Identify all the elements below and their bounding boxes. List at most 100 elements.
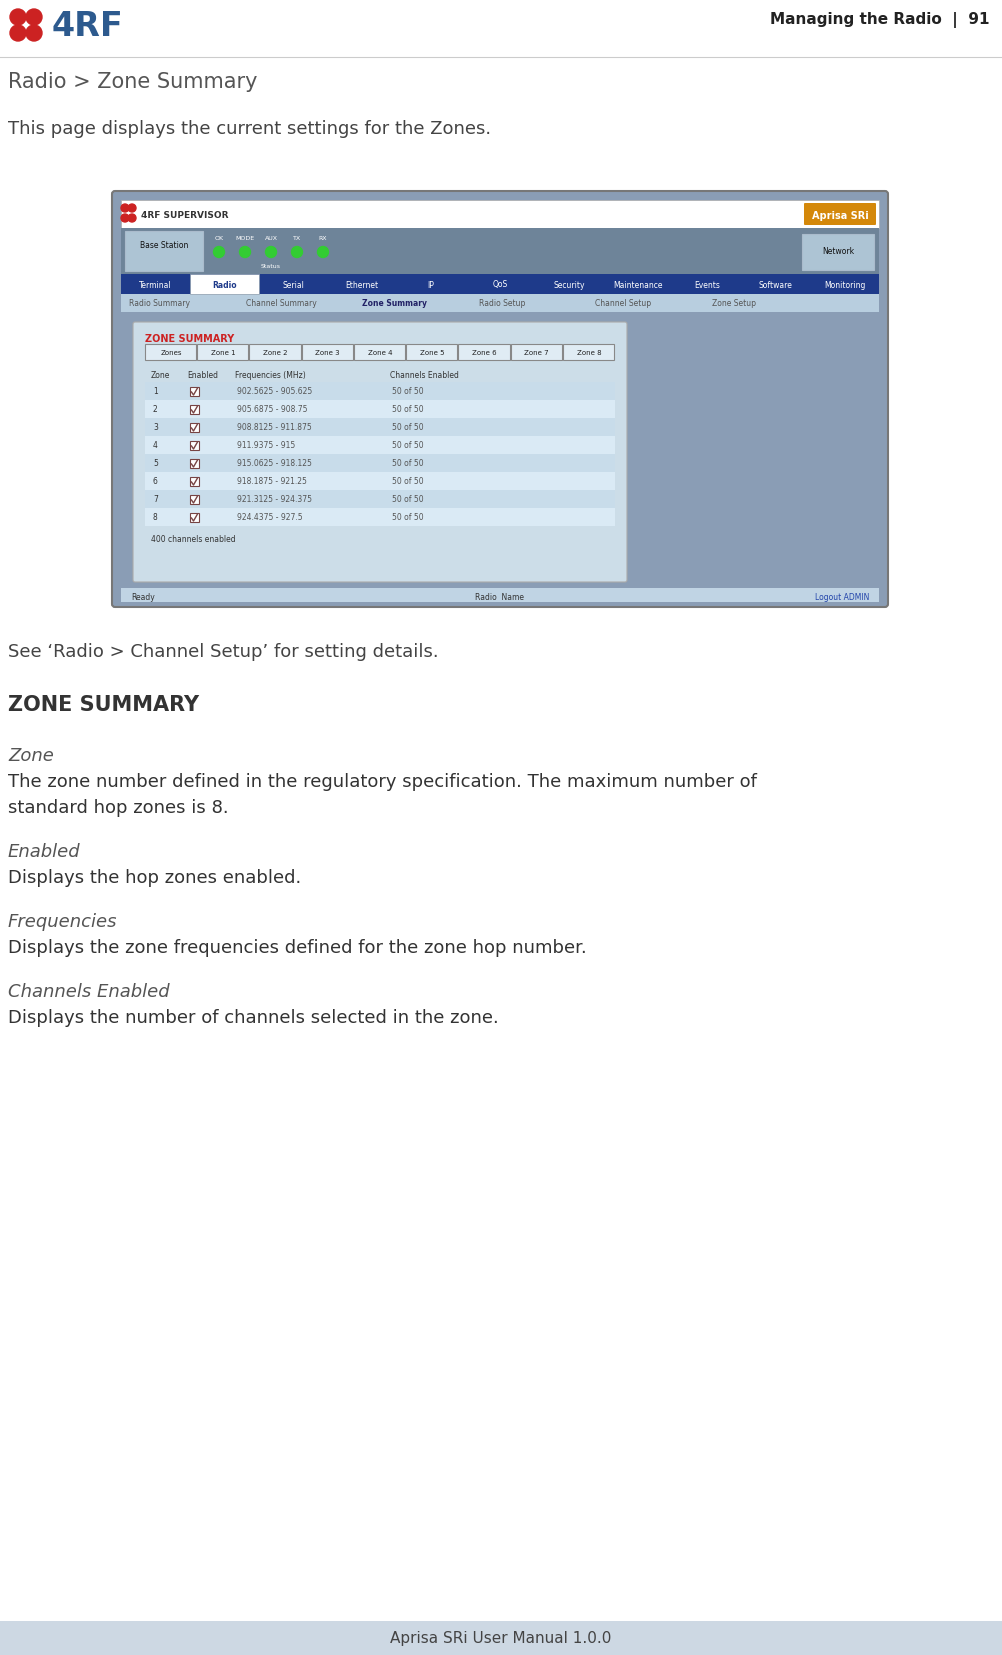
Circle shape xyxy=(266,247,277,258)
Circle shape xyxy=(128,205,136,213)
Bar xyxy=(145,344,196,361)
Text: 50 of 50: 50 of 50 xyxy=(392,442,424,450)
Bar xyxy=(121,295,879,313)
Text: 7: 7 xyxy=(153,495,158,505)
Text: 400 channels enabled: 400 channels enabled xyxy=(151,535,235,543)
Text: Radio: Radio xyxy=(212,280,236,290)
Bar xyxy=(511,344,562,361)
Bar xyxy=(121,589,879,602)
Text: See ‘Radio > Channel Setup’ for setting details.: See ‘Radio > Channel Setup’ for setting … xyxy=(8,642,439,660)
Text: MODE: MODE xyxy=(235,237,255,242)
Bar xyxy=(145,382,615,401)
Text: Channel Setup: Channel Setup xyxy=(595,300,651,308)
Bar xyxy=(354,344,405,361)
Text: Zone Summary: Zone Summary xyxy=(363,300,427,308)
Text: 908.8125 - 911.875: 908.8125 - 911.875 xyxy=(237,424,312,432)
Text: 50 of 50: 50 of 50 xyxy=(392,387,424,396)
Text: RX: RX xyxy=(319,237,328,242)
Text: Channels Enabled: Channels Enabled xyxy=(390,371,459,379)
Text: Events: Events xyxy=(693,280,719,290)
Bar xyxy=(190,442,199,450)
Text: Displays the zone frequencies defined for the zone hop number.: Displays the zone frequencies defined fo… xyxy=(8,938,587,957)
Bar xyxy=(0,1620,1002,1655)
Text: 4RF: 4RF xyxy=(52,10,124,43)
Circle shape xyxy=(239,247,250,258)
Bar xyxy=(197,344,248,361)
Text: Ready: Ready xyxy=(131,592,154,601)
Circle shape xyxy=(121,205,129,213)
Text: Channel Summary: Channel Summary xyxy=(245,300,317,308)
Text: Ethernet: Ethernet xyxy=(346,280,379,290)
Text: Zone Setup: Zone Setup xyxy=(712,300,757,308)
Text: Zone 5: Zone 5 xyxy=(420,349,445,356)
Text: Zone 3: Zone 3 xyxy=(316,349,340,356)
Text: Status: Status xyxy=(261,265,281,270)
Text: Zone: Zone xyxy=(8,746,54,765)
Bar xyxy=(190,460,199,468)
Text: Displays the hop zones enabled.: Displays the hop zones enabled. xyxy=(8,869,302,887)
Text: Frequencies: Frequencies xyxy=(8,912,117,930)
Text: Frequencies (MHz): Frequencies (MHz) xyxy=(235,371,306,379)
FancyBboxPatch shape xyxy=(112,192,888,607)
Bar xyxy=(190,478,199,487)
Text: Radio > Zone Summary: Radio > Zone Summary xyxy=(8,71,258,93)
Text: Base Station: Base Station xyxy=(140,242,188,250)
Text: Maintenance: Maintenance xyxy=(613,280,662,290)
Text: Serial: Serial xyxy=(283,280,305,290)
Circle shape xyxy=(26,26,42,41)
Bar xyxy=(190,387,199,397)
Text: 2: 2 xyxy=(153,405,157,414)
Circle shape xyxy=(213,247,224,258)
Text: 50 of 50: 50 of 50 xyxy=(392,424,424,432)
Bar xyxy=(249,344,301,361)
Bar xyxy=(190,496,199,505)
Bar xyxy=(121,275,879,295)
Bar xyxy=(406,344,457,361)
Text: Zones: Zones xyxy=(160,349,181,356)
Circle shape xyxy=(10,10,26,26)
Text: 915.0625 - 918.125: 915.0625 - 918.125 xyxy=(237,458,312,468)
Bar xyxy=(190,405,199,415)
Text: 4RF SUPERVISOR: 4RF SUPERVISOR xyxy=(141,212,228,220)
Text: 911.9375 - 915: 911.9375 - 915 xyxy=(237,442,296,450)
Text: Software: Software xyxy=(759,280,793,290)
Text: Zone 8: Zone 8 xyxy=(576,349,601,356)
Bar xyxy=(121,313,879,589)
Text: Zone 1: Zone 1 xyxy=(211,349,235,356)
Text: Aprisa SRi User Manual 1.0.0: Aprisa SRi User Manual 1.0.0 xyxy=(391,1630,611,1645)
Circle shape xyxy=(26,10,42,26)
Text: The zone number defined in the regulatory specification. The maximum number of: The zone number defined in the regulator… xyxy=(8,773,757,791)
Text: 50 of 50: 50 of 50 xyxy=(392,405,424,414)
Text: Radio Summary: Radio Summary xyxy=(129,300,190,308)
Text: 921.3125 - 924.375: 921.3125 - 924.375 xyxy=(237,495,312,505)
Circle shape xyxy=(121,215,129,223)
Circle shape xyxy=(318,247,329,258)
Text: 50 of 50: 50 of 50 xyxy=(392,477,424,487)
Text: Logout ADMIN: Logout ADMIN xyxy=(815,592,869,601)
FancyBboxPatch shape xyxy=(804,204,876,225)
Bar xyxy=(125,232,203,271)
Text: Zone 7: Zone 7 xyxy=(524,349,549,356)
Bar xyxy=(121,200,879,228)
Text: 50 of 50: 50 of 50 xyxy=(392,458,424,468)
Text: IP: IP xyxy=(428,280,435,290)
Bar xyxy=(121,228,879,275)
Text: standard hop zones is 8.: standard hop zones is 8. xyxy=(8,798,228,816)
Circle shape xyxy=(128,215,136,223)
Text: 4: 4 xyxy=(153,442,158,450)
Text: Managing the Radio  |  91: Managing the Radio | 91 xyxy=(771,12,990,28)
Text: ZONE SUMMARY: ZONE SUMMARY xyxy=(145,334,234,344)
Text: 902.5625 - 905.625: 902.5625 - 905.625 xyxy=(237,387,313,396)
Text: AUX: AUX xyxy=(265,237,278,242)
Bar xyxy=(145,508,615,526)
Text: This page displays the current settings for the Zones.: This page displays the current settings … xyxy=(8,119,491,137)
Text: Enabled: Enabled xyxy=(8,842,80,861)
Text: 1: 1 xyxy=(153,387,157,396)
Text: TX: TX xyxy=(293,237,301,242)
Text: 6: 6 xyxy=(153,477,158,487)
Bar xyxy=(190,424,199,432)
Text: 924.4375 - 927.5: 924.4375 - 927.5 xyxy=(237,513,303,523)
Text: 918.1875 - 921.25: 918.1875 - 921.25 xyxy=(237,477,307,487)
Text: 8: 8 xyxy=(153,513,157,523)
Text: Zone 6: Zone 6 xyxy=(472,349,497,356)
